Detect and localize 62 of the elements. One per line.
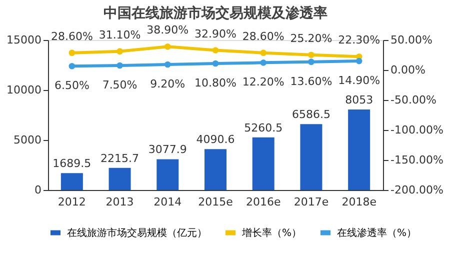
y2-tick-label: -150.00%	[390, 154, 444, 166]
y2-tick-label: -50.00%	[390, 94, 436, 106]
x-tick-label: 2018e	[342, 196, 377, 208]
data-label: 6586.5	[292, 108, 330, 122]
data-label: 28.60%	[242, 30, 284, 43]
legend-label: 增长率（%）	[241, 226, 302, 239]
data-label: 3077.9	[148, 143, 187, 156]
point	[308, 58, 314, 65]
data-label: 5260.5	[244, 121, 283, 134]
point	[356, 58, 362, 64]
x-tick-label: 2016e	[246, 196, 281, 208]
y-tick-label: 15000	[6, 34, 42, 46]
x-tick-label: 2015e	[198, 196, 234, 208]
data-label: 13.60%	[290, 74, 332, 88]
bar	[300, 124, 322, 190]
bar	[252, 137, 274, 190]
x-tick-label: 2012	[58, 196, 86, 208]
y2-tick-label: 0.00%	[390, 64, 426, 76]
data-label: 12.20%	[242, 76, 284, 89]
y2-tick-label: -200.00%	[390, 184, 444, 196]
legend-label: 在线旅游市场交易规模（亿元）	[67, 226, 207, 239]
bar	[156, 159, 179, 190]
data-label: 14.90%	[338, 74, 380, 88]
y2-tick-label: -100.00%	[390, 124, 444, 136]
data-label: 10.80%	[194, 76, 236, 90]
x-tick-label: 2013	[106, 196, 134, 208]
y-tick-label: 0	[34, 184, 42, 196]
bar	[348, 109, 370, 190]
point	[260, 60, 267, 66]
bar	[108, 168, 131, 190]
x-tick-label: 2017e	[294, 196, 329, 208]
data-label: 32.90%	[194, 27, 236, 40]
point	[212, 47, 219, 54]
bar	[204, 149, 226, 190]
data-label: 7.50%	[102, 78, 138, 92]
data-label: 38.90%	[146, 24, 189, 37]
data-label: 31.10%	[98, 28, 141, 42]
point	[212, 60, 219, 67]
data-label: 2215.7	[100, 152, 140, 165]
data-label: 22.30%	[338, 34, 380, 47]
point	[116, 62, 123, 69]
data-label: 1689.5	[52, 157, 92, 170]
bar	[60, 173, 83, 190]
point	[164, 61, 171, 68]
point	[68, 62, 76, 70]
data-label: 6.50%	[54, 79, 90, 92]
point	[68, 50, 76, 56]
data-label: 28.60%	[50, 30, 93, 43]
point	[260, 50, 267, 56]
data-label: 4090.6	[196, 133, 235, 146]
chart-title: 中国在线旅游市场交易规模及渗透率	[104, 4, 328, 22]
point	[116, 48, 123, 54]
x-tick-label: 2014	[154, 196, 182, 208]
point	[164, 44, 171, 50]
data-label: 9.20%	[150, 77, 186, 90]
y-tick-label: 5000	[14, 134, 42, 146]
point	[308, 52, 314, 58]
data-label: 8053	[345, 93, 374, 106]
y2-tick-label: 50.00%	[390, 34, 432, 46]
legend-label: 在线渗透率（%）	[337, 226, 417, 239]
data-label: 25.20%	[290, 32, 332, 45]
y-tick-label: 10000	[6, 84, 42, 96]
